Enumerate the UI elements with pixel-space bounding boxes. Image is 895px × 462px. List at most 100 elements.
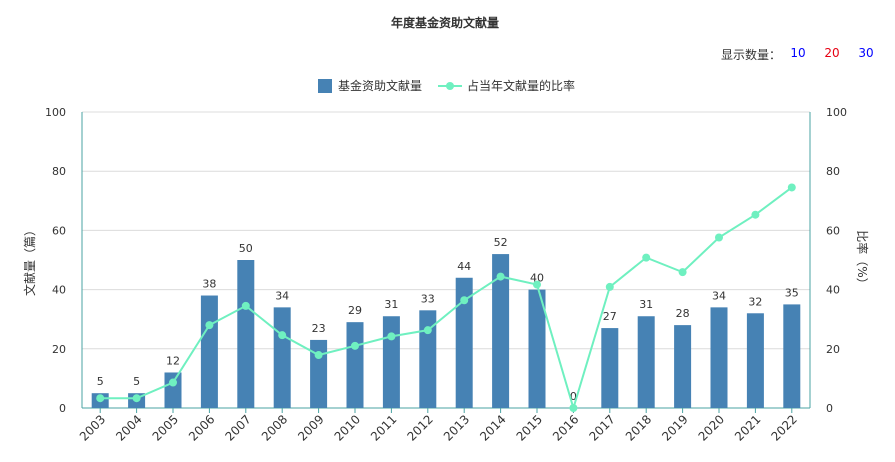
bar-data-label: 31: [384, 298, 398, 311]
bar: [419, 310, 437, 408]
x-tick-label: 2017: [586, 412, 617, 443]
ratio-point: [533, 280, 541, 289]
bar: [273, 307, 291, 408]
chart-title: 年度基金资助文献量: [390, 16, 499, 30]
bar-data-label: 29: [348, 304, 362, 317]
bar-data-label: 33: [421, 292, 435, 305]
x-tick-label: 2018: [623, 412, 654, 443]
bar-data-label: 27: [603, 310, 617, 323]
legend-bar-swatch: [318, 79, 332, 93]
x-tick-label: 2003: [77, 412, 108, 443]
bar: [310, 339, 328, 408]
bar-data-label: 28: [676, 307, 690, 320]
bar: [382, 316, 400, 408]
bar-data-label: 34: [275, 289, 289, 302]
y-right-tick-label: 20: [826, 343, 840, 356]
x-tick-label: 2020: [696, 412, 727, 443]
ratio-point: [132, 394, 141, 403]
bar: [346, 322, 364, 408]
bar-data-label: 40: [530, 272, 544, 285]
y-right-tick-label: 0: [826, 402, 833, 415]
x-tick-label: 2014: [477, 412, 508, 443]
ratio-point: [241, 301, 250, 310]
bar: [710, 307, 728, 408]
bar-data-label: 31: [639, 298, 653, 311]
ratio-point: [678, 268, 687, 277]
y-right-axis-title: 比率（%）: [855, 230, 870, 289]
bar: [528, 289, 546, 408]
bar-data-label: 34: [712, 289, 726, 302]
legend-line-label: 占当年文献量的比率: [467, 78, 575, 93]
x-tick-label: 2012: [404, 412, 435, 443]
legend-bar-label: 基金资助文献量: [338, 78, 422, 93]
bar-data-label: 5: [133, 375, 140, 388]
x-tick-label: 2007: [222, 412, 253, 443]
x-tick-label: 2019: [659, 412, 690, 443]
ratio-point: [205, 321, 214, 330]
ratio-point: [715, 233, 723, 242]
ratio-point: [423, 326, 432, 335]
bar: [746, 313, 764, 408]
bar-data-label: 50: [239, 242, 253, 255]
bar: [492, 254, 510, 408]
bar-data-label: 12: [166, 354, 180, 367]
ratio-point: [605, 282, 614, 291]
x-tick-label: 2008: [259, 412, 290, 443]
x-tick-label: 2022: [768, 412, 799, 443]
ratio-point: [642, 253, 651, 262]
bar-data-label: 5: [97, 375, 104, 388]
ratio-point: [496, 272, 505, 281]
bar: [237, 260, 255, 408]
y-left-tick-label: 20: [52, 343, 66, 356]
bar: [637, 316, 655, 408]
ratio-point: [169, 378, 177, 387]
ratio-point: [787, 183, 796, 192]
bar-data-label: 38: [202, 278, 216, 291]
display-count-selector: 显示数量： 10 20 30: [721, 46, 883, 63]
x-tick-label: 2005: [150, 412, 181, 443]
y-left-tick-label: 0: [59, 402, 66, 415]
x-tick-label: 2016: [550, 412, 581, 443]
y-right-tick-label: 60: [826, 224, 840, 237]
bar-data-label: 32: [748, 295, 762, 308]
bar: [164, 372, 182, 408]
ratio-point: [569, 404, 578, 412]
count-option-20[interactable]: 20: [824, 46, 840, 60]
ratio-point: [460, 296, 469, 305]
x-tick-label: 2021: [732, 412, 763, 443]
y-left-tick-label: 100: [45, 106, 66, 119]
x-tick-label: 2006: [186, 412, 217, 443]
ratio-point: [351, 341, 359, 350]
x-tick-label: 2015: [514, 412, 545, 443]
bar-data-label: 0: [570, 390, 577, 403]
bar: [455, 277, 473, 408]
y-left-axis-title: 文献量（篇）: [22, 224, 37, 296]
ratio-point: [751, 210, 760, 219]
ratio-point: [387, 332, 396, 341]
y-right-tick-label: 80: [826, 165, 840, 178]
x-tick-label: 2013: [441, 412, 472, 443]
bar-data-label: 35: [785, 286, 799, 299]
x-tick-label: 2011: [368, 412, 399, 443]
bar: [601, 328, 619, 408]
count-option-30[interactable]: 30: [858, 46, 874, 60]
x-tick-label: 2004: [113, 412, 144, 443]
bar-data-label: 23: [312, 322, 326, 335]
bar: [674, 325, 692, 408]
legend-line-marker: [446, 82, 454, 90]
x-tick-label: 2009: [295, 412, 326, 443]
y-right-tick-label: 100: [826, 106, 847, 119]
display-count-label: 显示数量：: [720, 48, 781, 62]
y-left-tick-label: 60: [52, 224, 66, 237]
bar-data-label: 52: [494, 236, 508, 249]
y-right-tick-label: 40: [826, 284, 840, 297]
ratio-point: [96, 394, 105, 403]
bar: [783, 304, 801, 408]
count-option-10[interactable]: 10: [790, 46, 806, 60]
bar: [200, 295, 218, 408]
y-left-tick-label: 80: [52, 165, 66, 178]
bar-data-label: 44: [457, 260, 471, 273]
x-tick-label: 2010: [332, 412, 363, 443]
ratio-point: [278, 331, 287, 340]
